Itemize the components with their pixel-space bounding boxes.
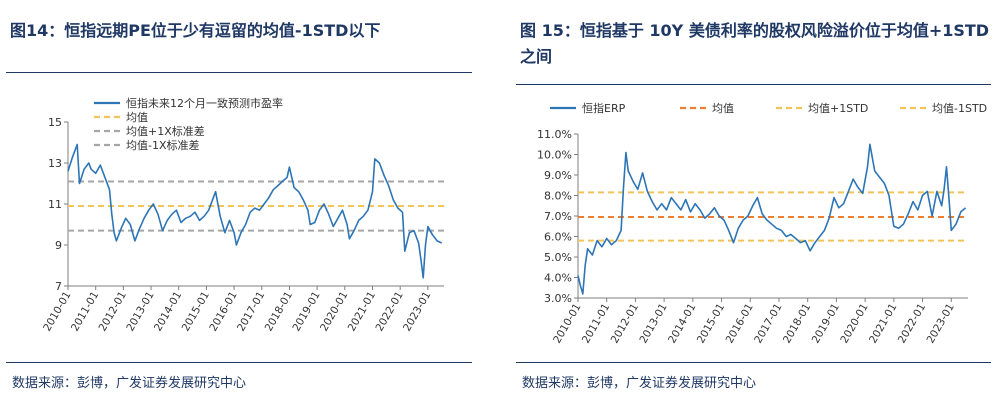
source-note: 数据来源：彭博，广发证券发展研究中心 [12,376,247,391]
x-tick-label: 2015-01 [695,302,727,346]
legend-label: 均值 [712,102,734,115]
x-tick-label: 2023-01 [925,302,957,346]
x-tick-label: 2017-01 [752,302,784,346]
y-tick-label: 7.0% [544,210,572,223]
pe-line-chart: 791113152010-012011-012012-012013-012014… [41,96,444,334]
x-tick-label: 2019-01 [810,302,842,346]
y-tick-label: 9 [55,239,62,252]
y-tick-label: 15 [48,116,62,129]
legend-label: 均值+1X标准差 [126,124,205,138]
source-rule [6,362,472,363]
title-rule [516,84,991,85]
x-tick-label: 2010-01 [551,302,583,346]
y-tick-label: 6.0% [544,231,572,244]
title-rule [6,72,472,73]
chart-title: 图 15：恒指基于 10Y 美债利率的股权风险溢价位于均值+1STD 之间 [520,21,990,66]
source-rule [516,362,991,363]
y-tick-label: 13 [48,157,62,170]
legend-label: 均值 [126,111,148,124]
y-tick-label: 3.0% [544,292,572,305]
legend-label: 恒指未来12个月一致预测市盈率 [126,96,283,110]
legend-label: 均值-1STD [932,102,987,115]
y-tick-label: 7 [55,280,62,293]
x-tick-label: 2021-01 [867,302,899,346]
left-chart-panel: 图14：恒指远期PE位于少有逗留的均值-1STD以下 7 9 11 13 15 2010-… [0,0,478,402]
x-tick-label: 2016-01 [724,302,756,346]
y-tick-label: 5.0% [544,251,572,264]
right-chart-panel: 图 15：恒指基于 10Y 美债利率的股权风险溢价位于均值+1STD 之间 3.… [510,0,997,402]
chart-title: 图14：恒指远期PE位于少有逗留的均值-1STD以下 [10,21,381,40]
y-tick-label: 11.0% [537,128,572,141]
legend-label: 均值+1STD [808,102,868,115]
x-tick-label: 2018-01 [781,302,813,346]
x-tick-label: 2022-01 [896,302,928,346]
x-tick-label: 2023-01 [401,290,433,334]
series-line [577,143,967,295]
x-tick-label: 2020-01 [838,302,870,346]
erp-line-chart: 3.0% 4.0% 5.0% 6.0% 7.0% 8.0% 9.0% 10.0% 11.0% 20… [537,101,987,346]
x-tick-label: 2014-01 [666,302,698,346]
y-tick-label: 10.0% [537,149,572,162]
series-line [67,143,443,279]
y-tick-label: 9.0% [544,169,572,182]
y-tick-label: 11 [48,198,62,211]
legend-label: 恒指ERP [582,101,626,115]
x-tick-label: 2013-01 [637,302,669,346]
x-tick-label: 2012-01 [609,302,641,346]
source-note: 数据来源：彭博，广发证券发展研究中心 [522,376,757,391]
legend-label: 均值-1X标准差 [126,138,200,152]
x-tick-label: 2011-01 [580,302,612,346]
y-tick-label: 4.0% [544,272,572,285]
y-tick-label: 8.0% [544,190,572,203]
